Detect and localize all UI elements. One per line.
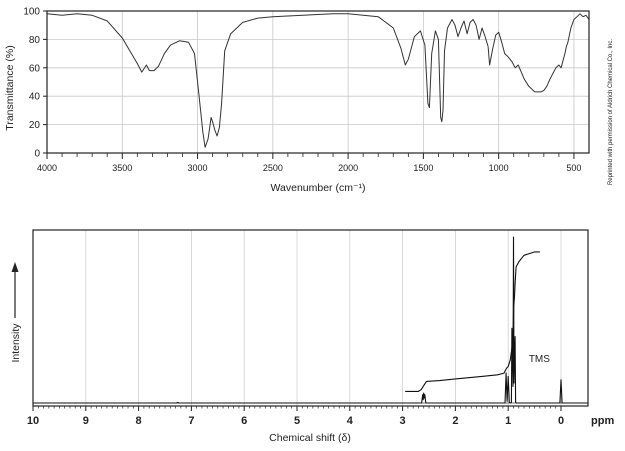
nmr-x-tick-label: 3 xyxy=(400,415,406,427)
ir-x-tick-label: 2000 xyxy=(338,163,358,173)
ir-x-tick-labels: 4000 3500 3000 2500 2000 1500 1000 500 xyxy=(37,163,581,173)
nmr-x-tick-label: 0 xyxy=(558,415,564,427)
intensity-arrow xyxy=(11,262,19,318)
ir-x-tick-label: 3000 xyxy=(188,163,208,173)
ir-chart: 4000 3500 3000 2500 2000 1500 1000 500 0 20 40 60 8… xyxy=(4,7,614,195)
ir-y-tick-label: 60 xyxy=(29,63,41,74)
ir-transmittance-line xyxy=(46,13,590,148)
tms-label: TMS xyxy=(529,354,550,365)
nmr-y-axis-label: Intensity xyxy=(10,323,22,363)
nmr-peaks xyxy=(33,236,588,404)
nmr-x-tick-label: 6 xyxy=(241,415,247,427)
nmr-x-tick-labels: 10 9 8 7 6 5 4 3 2 1 0 xyxy=(27,415,564,427)
nmr-x-tick-label: 10 xyxy=(27,415,39,427)
ir-y-tick-label: 0 xyxy=(34,149,40,160)
nmr-unit-label: ppm xyxy=(591,415,614,427)
ir-y-tick-label: 80 xyxy=(29,35,41,46)
nmr-spectrum-line xyxy=(33,236,588,404)
nmr-x-tick-label: 5 xyxy=(294,415,300,427)
nmr-x-axis-label: Chemical shift (δ) xyxy=(269,432,351,444)
ir-x-tick-label: 1000 xyxy=(489,163,509,173)
ir-grid xyxy=(47,11,589,153)
ir-x-tick-label: 2500 xyxy=(263,163,283,173)
nmr-x-tick-label: 8 xyxy=(136,415,142,427)
ir-ticks xyxy=(43,10,575,159)
ir-y-tick-label: 20 xyxy=(29,120,41,131)
ir-x-axis-label: Wavenumber (cm⁻¹) xyxy=(271,182,366,194)
nmr-plot-frame xyxy=(32,229,589,407)
nmr-integral-line xyxy=(405,251,540,392)
ir-x-tick-label: 3500 xyxy=(112,163,132,173)
ir-curve xyxy=(46,13,590,148)
nmr-ticks xyxy=(32,406,562,411)
ir-plot-background xyxy=(47,11,589,153)
nmr-x-tick-label: 1 xyxy=(505,415,511,427)
ir-x-tick-label: 4000 xyxy=(37,163,57,173)
nmr-x-tick-label: 7 xyxy=(188,415,194,427)
ir-y-tick-labels: 0 20 40 60 80 100 xyxy=(23,7,40,160)
nmr-chart: 10 9 8 7 6 5 4 3 2 1 0 ppm Chemical shift (δ) Inte… xyxy=(10,229,614,444)
ir-x-tick-label: 500 xyxy=(566,163,581,173)
copyright-note: Reprinted with permission of Aldrich Che… xyxy=(608,39,614,185)
nmr-x-tick-label: 9 xyxy=(83,415,89,427)
ir-y-axis-label: Transmittance (%) xyxy=(4,45,16,130)
nmr-x-tick-label: 2 xyxy=(452,415,458,427)
ir-y-tick-label: 40 xyxy=(29,92,41,103)
ir-y-tick-label: 100 xyxy=(23,7,40,18)
nmr-x-tick-label: 4 xyxy=(347,415,354,427)
ir-x-tick-label: 1500 xyxy=(413,163,433,173)
nmr-integral xyxy=(405,251,540,392)
nmr-plot-background xyxy=(33,230,588,406)
